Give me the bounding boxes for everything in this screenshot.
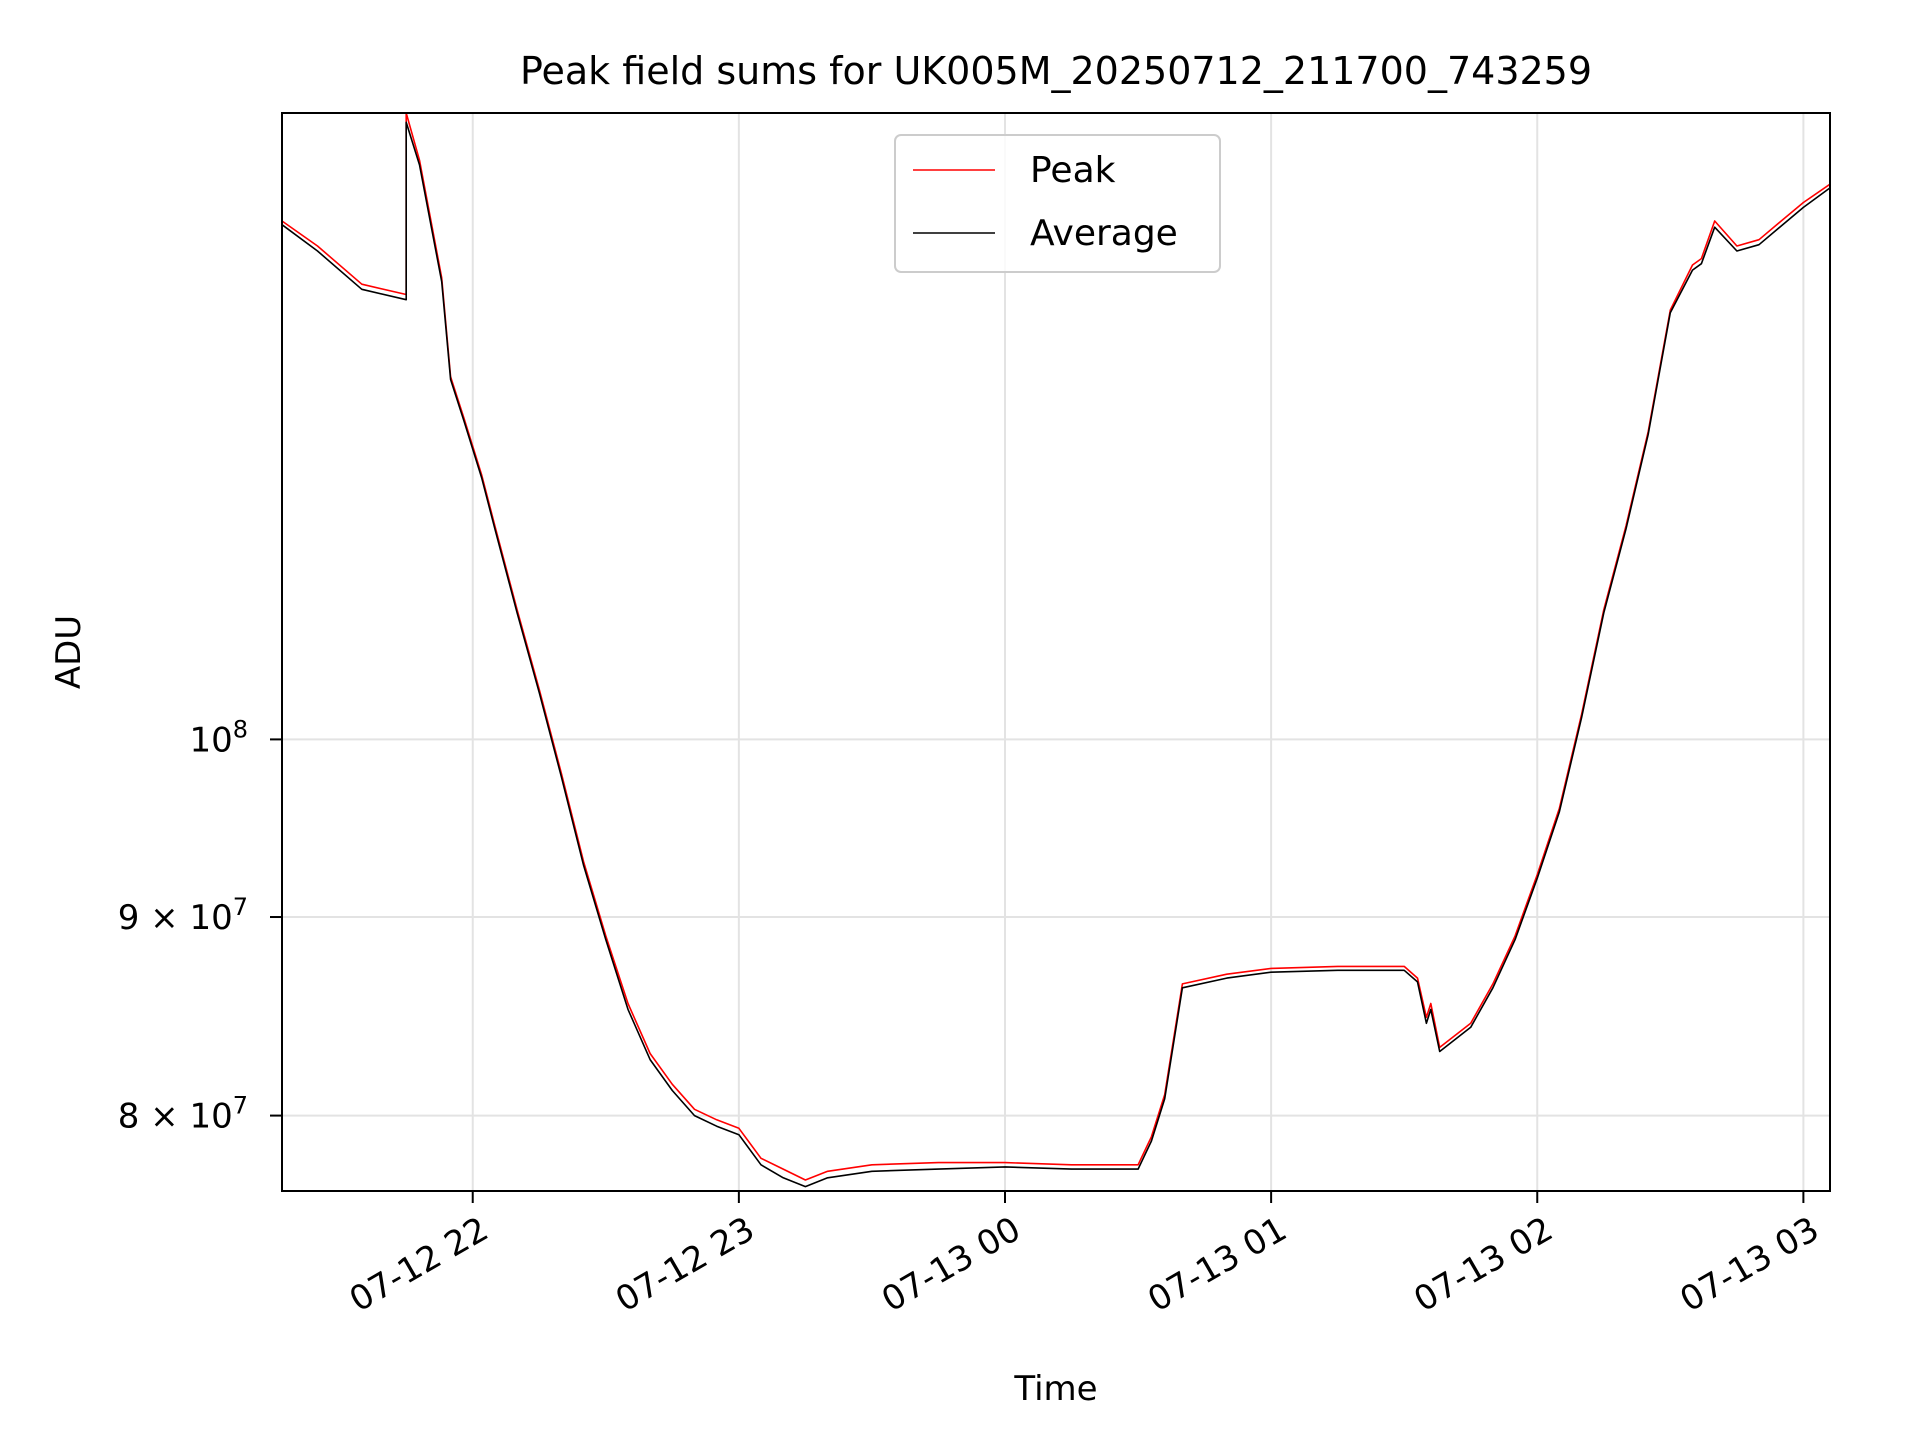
y-tick-label: 108 (189, 715, 248, 760)
y-axis-label: ADU (49, 615, 89, 689)
legend: Peak Average (894, 134, 1221, 273)
gridlines (282, 113, 1830, 1191)
y-tick-label: 9 × 107 (118, 893, 248, 938)
series-line-average (281, 121, 1831, 1188)
plot-frame (281, 112, 1831, 1192)
y-tick-label: 8 × 107 (118, 1092, 248, 1137)
x-axis-label: Time (1013, 1369, 1097, 1409)
series-layer (281, 112, 1831, 1188)
legend-label-average: Average (1030, 213, 1178, 254)
chart-title: Peak field sums for UK005M_20250712_2117… (520, 49, 1592, 93)
y-axis: 8 × 107 9 × 107 108 (118, 715, 282, 1137)
legend-label-peak: Peak (1030, 150, 1116, 191)
